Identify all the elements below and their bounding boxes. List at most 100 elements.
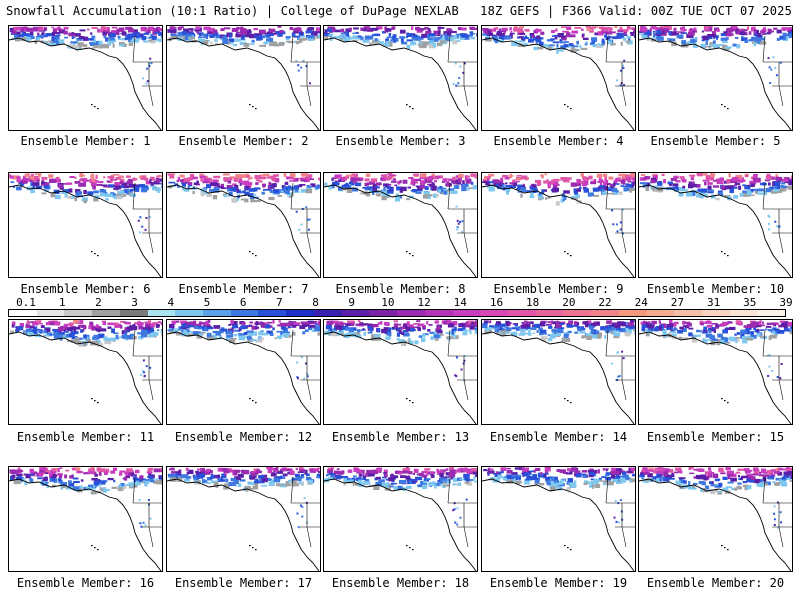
snow-cell bbox=[625, 40, 629, 43]
snow-cell bbox=[434, 338, 439, 341]
snow-cell bbox=[452, 40, 457, 45]
snow-cell bbox=[305, 476, 311, 481]
snow-cell bbox=[529, 321, 534, 324]
snow-cell bbox=[710, 484, 717, 487]
snow-cell bbox=[191, 29, 194, 33]
snow-cell bbox=[367, 326, 372, 329]
snow-cell bbox=[535, 41, 539, 46]
snow-cell bbox=[647, 469, 654, 472]
snow-cell bbox=[620, 69, 622, 72]
snow-cell bbox=[576, 179, 581, 183]
snow-cell bbox=[59, 334, 63, 337]
snow-cell bbox=[425, 478, 431, 481]
snow-cell bbox=[781, 185, 788, 190]
snow-cell bbox=[199, 175, 206, 179]
snow-cell bbox=[373, 33, 380, 36]
snow-cell bbox=[308, 34, 315, 39]
snow-cell bbox=[186, 475, 189, 480]
snow-cell bbox=[522, 468, 528, 472]
snow-cell bbox=[145, 217, 148, 219]
snow-cell bbox=[339, 475, 344, 479]
snow-cell bbox=[201, 474, 206, 478]
snow-cell bbox=[53, 32, 60, 34]
snow-cell bbox=[33, 326, 38, 330]
snow-cell bbox=[701, 195, 704, 199]
snow-cell bbox=[338, 325, 343, 330]
snow-cell bbox=[277, 324, 280, 327]
snow-cell bbox=[528, 330, 531, 335]
snow-cell bbox=[750, 333, 755, 337]
snow-cell bbox=[146, 328, 153, 333]
snow-cell bbox=[522, 42, 528, 46]
snow-cell bbox=[668, 30, 672, 35]
snow-cell bbox=[701, 332, 709, 334]
snow-cell bbox=[220, 183, 225, 188]
snow-cell bbox=[380, 190, 388, 195]
snow-cell bbox=[95, 174, 98, 179]
snow-cell bbox=[659, 26, 666, 30]
snow-cell bbox=[38, 185, 43, 188]
snow-cell bbox=[383, 473, 388, 478]
snow-cell bbox=[768, 186, 774, 190]
snow-cell bbox=[190, 174, 195, 178]
snow-cell bbox=[616, 79, 619, 82]
snow-cell bbox=[26, 331, 33, 336]
snow-cell bbox=[381, 174, 385, 177]
snow-cell bbox=[588, 175, 593, 180]
snow-cell bbox=[71, 334, 75, 340]
snow-cell bbox=[695, 474, 700, 480]
snow-cell bbox=[315, 325, 320, 331]
snow-cell bbox=[445, 472, 451, 476]
snow-cell bbox=[63, 323, 68, 327]
island bbox=[724, 106, 726, 108]
snow-cell bbox=[383, 321, 389, 326]
snow-cell bbox=[206, 468, 211, 472]
snow-cell bbox=[91, 181, 94, 187]
snow-cell bbox=[421, 474, 428, 478]
snow-cell bbox=[358, 473, 362, 477]
snow-cell bbox=[727, 475, 731, 480]
snow-cell bbox=[374, 334, 381, 338]
snow-cell bbox=[299, 504, 302, 507]
snow-cell bbox=[27, 321, 34, 323]
snowfall-map bbox=[167, 26, 320, 130]
snow-cell bbox=[272, 320, 275, 324]
snow-cell bbox=[632, 28, 635, 30]
snow-cell bbox=[311, 32, 318, 36]
snow-cell bbox=[289, 180, 295, 182]
snow-cell bbox=[565, 177, 572, 180]
snow-cell bbox=[82, 184, 85, 187]
colorbar-swatch bbox=[369, 310, 398, 316]
snow-cell bbox=[177, 31, 182, 35]
snow-cell bbox=[251, 39, 255, 43]
snow-cell bbox=[489, 32, 494, 36]
snow-cell bbox=[477, 29, 478, 33]
snow-cell bbox=[413, 35, 420, 41]
snow-cell bbox=[349, 322, 355, 327]
snow-cell bbox=[9, 469, 15, 474]
snow-cell bbox=[737, 468, 744, 471]
snow-cell bbox=[384, 174, 388, 179]
snow-cell bbox=[613, 516, 616, 519]
snow-cell bbox=[55, 27, 60, 31]
snow-cell bbox=[784, 328, 790, 332]
snow-cell bbox=[194, 482, 198, 485]
snow-cell bbox=[212, 179, 218, 183]
snow-cell bbox=[343, 176, 350, 179]
political-borders bbox=[290, 182, 320, 254]
snow-cell bbox=[453, 185, 460, 189]
snow-cell bbox=[485, 31, 489, 34]
snow-cell bbox=[567, 481, 574, 484]
snow-cell bbox=[451, 190, 458, 194]
colorbar-swatch bbox=[452, 310, 481, 316]
snow-cell bbox=[281, 468, 284, 471]
snow-cell bbox=[295, 59, 298, 62]
snow-cell bbox=[296, 361, 299, 364]
snow-cell bbox=[39, 331, 43, 334]
snow-cell bbox=[64, 193, 68, 198]
snow-cell bbox=[759, 329, 765, 331]
snow-cell bbox=[459, 478, 464, 481]
snow-cell bbox=[118, 38, 125, 41]
snow-cell bbox=[499, 332, 506, 337]
snow-cell bbox=[32, 185, 35, 189]
